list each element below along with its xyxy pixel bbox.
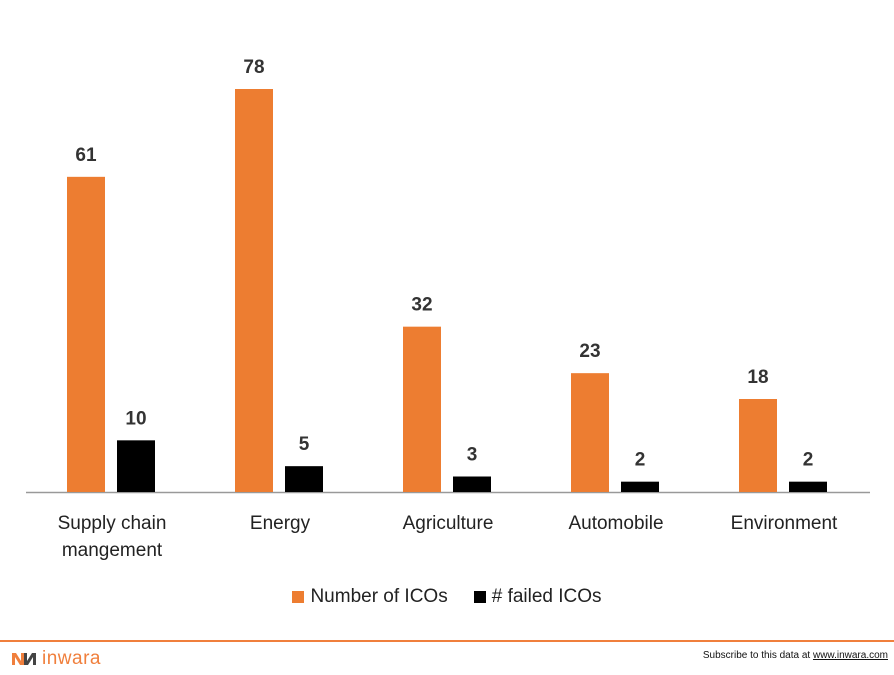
legend-label: # failed ICOs	[491, 586, 602, 607]
data-label: 10	[125, 408, 146, 429]
category-label: Automobile	[568, 513, 663, 534]
legend-swatch-orange	[292, 591, 305, 603]
data-label: 23	[579, 341, 600, 362]
legend-label: Number of ICOs	[310, 586, 448, 607]
bar-failed-icos	[285, 466, 323, 492]
footer-divider	[0, 640, 894, 642]
legend-swatch-black	[473, 591, 486, 603]
bar-number-of-icos	[571, 373, 609, 492]
data-label: 78	[243, 57, 264, 78]
bar-failed-icos	[117, 440, 155, 492]
bar-failed-icos	[789, 481, 827, 492]
legend-item-number-of-icos: Number of ICOs	[292, 586, 448, 608]
data-label: 3	[467, 445, 478, 466]
subscribe-notice: Subscribe to this data at www.inwara.com	[703, 650, 888, 661]
data-label: 18	[747, 367, 768, 388]
data-label: 5	[299, 434, 310, 455]
legend-item-failed-icos: # failed ICOs	[473, 586, 602, 608]
bar-number-of-icos	[739, 399, 777, 492]
category-label: Supply chain mangement	[58, 513, 167, 561]
bar-number-of-icos	[403, 326, 441, 492]
category-label: Environment	[731, 513, 838, 534]
category-label: Agriculture	[403, 513, 494, 534]
data-label: 2	[803, 450, 814, 471]
data-label: 32	[411, 295, 432, 316]
inwara-logo-icon	[12, 653, 36, 665]
category-label: Energy	[250, 513, 311, 534]
chart-legend: Number of ICOs # failed ICOs	[0, 586, 894, 608]
bar-number-of-icos	[67, 176, 105, 493]
data-label: 2	[635, 450, 646, 471]
subscribe-text: Subscribe to this data at	[702, 650, 813, 661]
bar-failed-icos	[621, 481, 659, 492]
bar-number-of-icos	[235, 89, 273, 492]
brand-name: inwara	[42, 648, 101, 669]
subscribe-link[interactable]: www.inwara.com	[812, 650, 888, 661]
data-label: 61	[75, 145, 97, 166]
brand-logo: inwara	[12, 648, 101, 670]
bar-failed-icos	[453, 476, 491, 492]
